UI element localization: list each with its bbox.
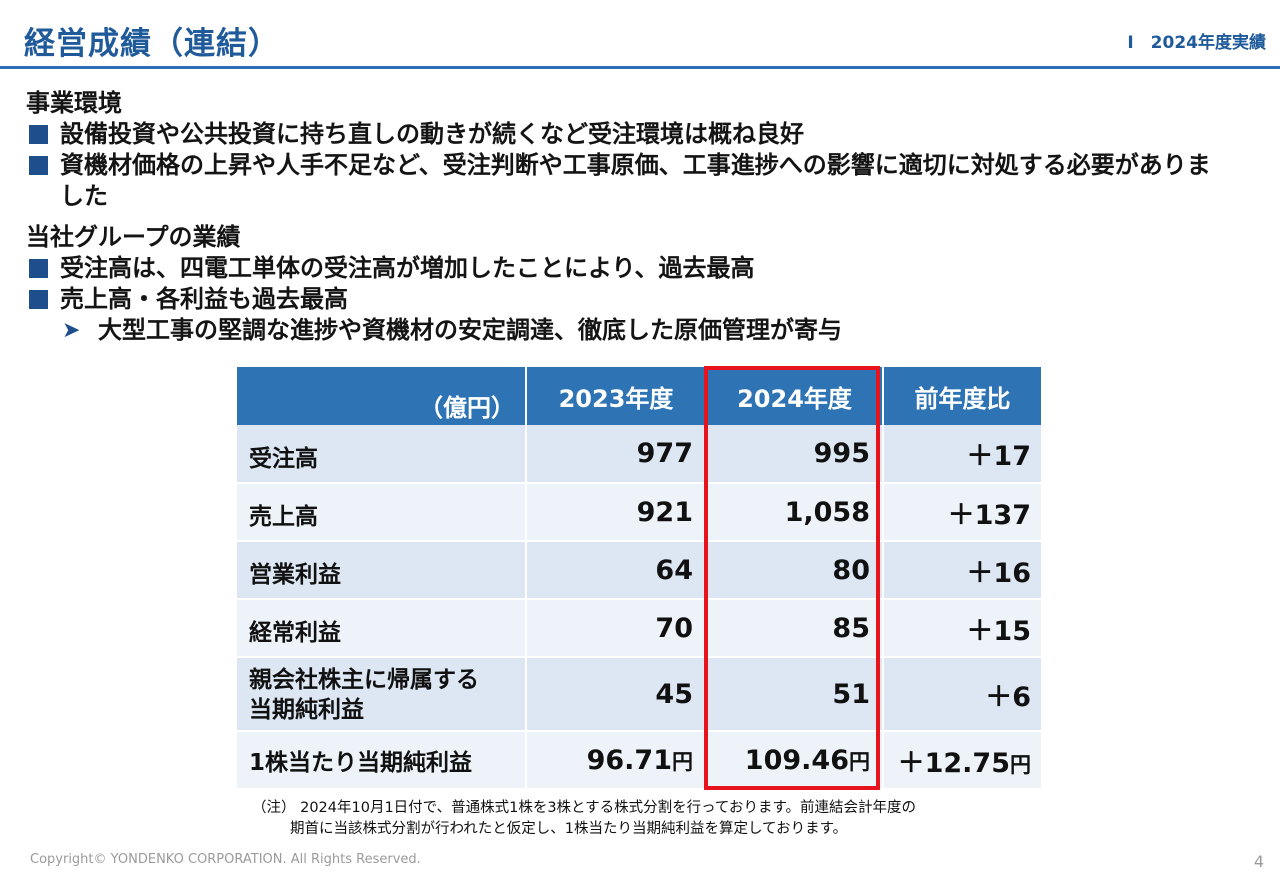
value-fy2023: 921 [526, 483, 707, 542]
value-fy2024: 995 [706, 425, 884, 484]
square-bullet-icon [29, 125, 48, 144]
title-divider [0, 66, 1280, 69]
value-change: ＋137 [883, 483, 1043, 542]
value-fy2024: 51 [706, 657, 884, 732]
value-fy2024: 109.46円 [706, 731, 884, 790]
table-row: 親会社株主に帰属する 当期純利益 45 51 ＋6 [237, 657, 1043, 732]
arrow-bullet-icon: ➤ [62, 318, 81, 343]
group-bullet: 売上高・各利益も過去最高 [26, 284, 1246, 315]
environment-bullet: 資機材価格の上昇や人手不足など、受注判断や工事原価、工事進捗への影響に適切に対処… [26, 150, 1246, 212]
environment-bullet: 設備投資や公共投資に持ち直しの動きが続くなど受注環境は概ね良好 [26, 119, 1246, 150]
value-fy2023: 64 [526, 541, 707, 600]
table-row: 経常利益 70 85 ＋15 [237, 599, 1043, 658]
table-header-row: （億円） 2023年度 2024年度 前年度比 [237, 367, 1043, 425]
footnote-line: （注） 2024年10月1日付で、普通株式1株を3株とする株式分割を行っておりま… [252, 800, 917, 816]
square-bullet-icon [29, 259, 48, 278]
row-label: 親会社株主に帰属する 当期純利益 [237, 657, 527, 732]
value-fy2023: 977 [526, 425, 707, 484]
copyright: Copyright© YONDENKO CORPORATION. All Rig… [30, 852, 421, 867]
bullet-text: 売上高・各利益も過去最高 [60, 285, 348, 313]
value-change: ＋12.75円 [883, 731, 1043, 790]
square-bullet-icon [29, 290, 48, 309]
value-fy2023: 45 [526, 657, 707, 732]
table-row: 1株当たり当期純利益 96.71円 109.46円 ＋12.75円 [237, 731, 1043, 790]
value-change: ＋6 [883, 657, 1043, 732]
column-header-fy2024: 2024年度 [706, 367, 884, 425]
row-label: 受注高 [237, 425, 527, 484]
row-label: 営業利益 [237, 541, 527, 600]
results-table: （億円） 2023年度 2024年度 前年度比 受注高 977 995 ＋17 … [237, 367, 1043, 790]
value-fy2023: 96.71円 [526, 731, 707, 790]
value-change: ＋16 [883, 541, 1043, 600]
body-text: 事業環境 設備投資や公共投資に持ち直しの動きが続くなど受注環境は概ね良好 資機材… [26, 88, 1246, 346]
yen-unit: 円 [672, 749, 693, 774]
value-fy2024: 80 [706, 541, 884, 600]
square-bullet-icon [29, 156, 48, 175]
row-label-line: 当期純利益 [249, 697, 364, 723]
unit-header: （億円） [237, 367, 527, 425]
bullet-text: 受注高は、四電工単体の受注高が増加したことにより、過去最高 [60, 254, 755, 282]
bullet-text: 資機材価格の上昇や人手不足など、受注判断や工事原価、工事進捗への影響に適切に対処… [60, 151, 1211, 210]
column-header-change: 前年度比 [883, 367, 1043, 425]
group-heading: 当社グループの業績 [26, 223, 241, 251]
sub-bullet-text: 大型工事の堅調な進捗や資機材の安定調達、徹底した原価管理が寄与 [98, 316, 842, 344]
value-fy2023: 70 [526, 599, 707, 658]
footnote: （注） 2024年10月1日付で、普通株式1株を3株とする株式分割を行っておりま… [252, 798, 916, 840]
footnote-line: 期首に当該株式分割が行われたと仮定し、1株当たり当期純利益を算定しております。 [290, 821, 848, 837]
value-fy2024: 85 [706, 599, 884, 658]
table-row: 売上高 921 1,058 ＋137 [237, 483, 1043, 542]
bullet-text: 設備投資や公共投資に持ち直しの動きが続くなど受注環境は概ね良好 [60, 120, 804, 148]
page-title: 経営成績（連結） [24, 26, 280, 62]
value-fy2024: 1,058 [706, 483, 884, 542]
value-change: ＋17 [883, 425, 1043, 484]
row-label: 1株当たり当期純利益 [237, 731, 527, 790]
row-label: 売上高 [237, 483, 527, 542]
yen-unit: 円 [849, 749, 870, 774]
value-change: ＋15 [883, 599, 1043, 658]
environment-heading: 事業環境 [26, 89, 122, 117]
yen-unit: 円 [1010, 752, 1031, 777]
table-row: 営業利益 64 80 ＋16 [237, 541, 1043, 600]
row-label-line: 親会社株主に帰属する [249, 667, 479, 693]
page-number: 4 [1253, 852, 1264, 871]
table-row: 受注高 977 995 ＋17 [237, 425, 1043, 484]
group-sub-bullet: ➤ 大型工事の堅調な進捗や資機材の安定調達、徹底した原価管理が寄与 [26, 315, 1246, 346]
column-header-fy2023: 2023年度 [526, 367, 707, 425]
section-label: Ⅰ 2024年度実績 [1127, 33, 1266, 53]
group-bullet: 受注高は、四電工単体の受注高が増加したことにより、過去最高 [26, 253, 1246, 284]
row-label: 経常利益 [237, 599, 527, 658]
